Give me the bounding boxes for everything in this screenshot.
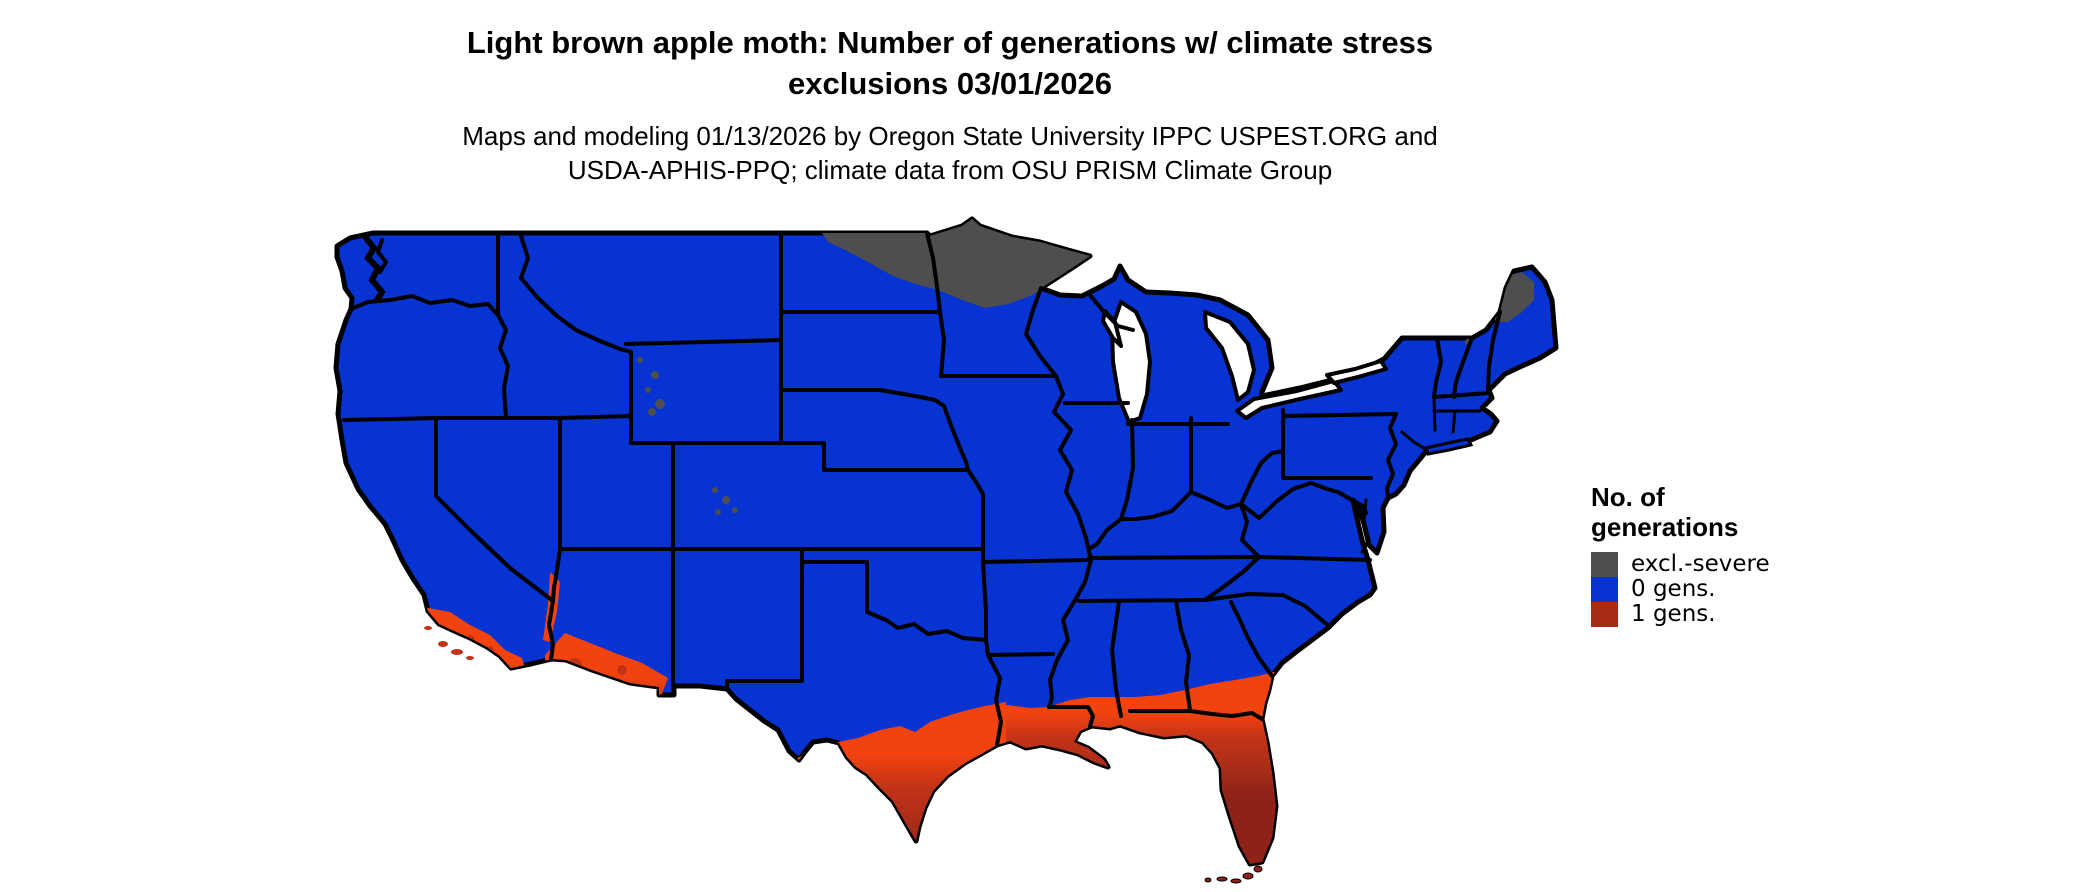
- page-subtitle-line2: USDA-APHIS-PPQ; climate data from OSU PR…: [567, 155, 1333, 185]
- florida-keys: [1204, 865, 1263, 884]
- long-island: [1424, 437, 1474, 456]
- lake-erie: [1235, 379, 1343, 420]
- legend-label-0-gens: 0 gens.: [1631, 576, 1716, 602]
- lake-ontario: [1325, 359, 1388, 385]
- legend-row-1-gens: 1 gens.: [1591, 602, 1871, 627]
- legend-row-excl-severe: excl.-severe: [1591, 552, 1871, 577]
- legend-title-line1: No. of: [1591, 482, 1665, 512]
- legend: No. of generations excl.-severe 0 gens. …: [1591, 482, 1871, 627]
- legend-title: No. of generations: [1591, 482, 1871, 542]
- legend-label-1-gens: 1 gens.: [1631, 601, 1716, 627]
- region-excluded-severe-rockies-specks: [637, 357, 738, 515]
- page-subtitle-line1: Maps and modeling 01/13/2026 by Oregon S…: [462, 121, 1438, 151]
- legend-swatch-0-gens: [1591, 577, 1618, 602]
- legend-label-excl-severe: excl.-severe: [1631, 551, 1770, 577]
- legend-title-line2: generations: [1591, 512, 1739, 542]
- legend-swatch-excl-severe: [1591, 552, 1618, 577]
- puget-sound: [363, 235, 389, 303]
- page-title-line2: exclusions 03/01/2026: [787, 66, 1112, 101]
- lake-michigan: [1110, 300, 1152, 424]
- region-excluded-severe-north: [820, 219, 1094, 308]
- state-borders: [342, 231, 1502, 747]
- page-title: Light brown apple moth: Number of genera…: [0, 22, 1900, 104]
- legend-rows: excl.-severe 0 gens. 1 gens.: [1591, 552, 1871, 627]
- page-subtitle: Maps and modeling 01/13/2026 by Oregon S…: [0, 119, 1900, 187]
- legend-swatch-1-gens: [1591, 602, 1618, 627]
- map-header: Light brown apple moth: Number of genera…: [0, 22, 1900, 187]
- channel-islands: [424, 626, 474, 660]
- lake-huron: [1203, 310, 1256, 402]
- page-title-line1: Light brown apple moth: Number of genera…: [466, 25, 1434, 60]
- legend-row-0-gens: 0 gens.: [1591, 577, 1871, 602]
